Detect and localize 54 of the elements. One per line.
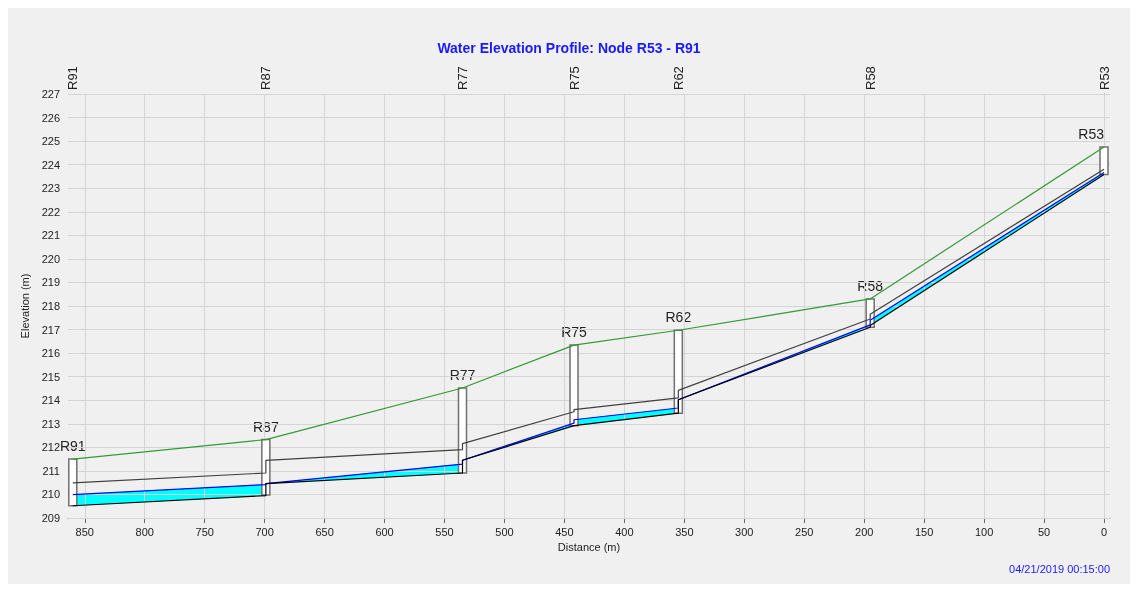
x-tick-label: 750 (195, 525, 214, 538)
x-tick-label: 250 (795, 525, 814, 538)
y-tick-label: 212 (41, 441, 60, 454)
x-tick-label: 800 (135, 525, 154, 538)
bar (1099, 146, 1109, 176)
y-tick-label: 226 (41, 111, 60, 124)
y-axis-title: Elevation (m) (19, 273, 32, 339)
x-tick-label: 600 (375, 525, 394, 538)
y-tick-label: 215 (41, 370, 60, 383)
y-tick-label: 225 (41, 135, 60, 148)
y-tick-label: 223 (41, 182, 60, 195)
x-tick-label: 700 (255, 525, 274, 538)
text: R77 (455, 66, 470, 90)
x-tick-label: 200 (855, 525, 874, 538)
x-axis-title: Distance (m) (557, 541, 621, 554)
x-tick-label: 650 (315, 525, 334, 538)
x-tick-label: 300 (735, 525, 754, 538)
x-tick-label: 150 (914, 525, 934, 538)
text: R62 (670, 66, 686, 90)
annotation: R91 (59, 438, 86, 455)
y-tick-label: 227 (41, 88, 60, 100)
y-tick-label: 209 (41, 512, 60, 524)
text: R53 (1096, 66, 1112, 90)
y-tick-label: 219 (41, 276, 60, 289)
y-tick-label: 211 (42, 464, 60, 477)
x-tick-label: 350 (675, 525, 694, 538)
text: R91 (65, 66, 81, 90)
annotation: R62 (665, 309, 692, 326)
y-tick-label: 216 (41, 347, 60, 360)
y-tick-label: 210 (41, 488, 60, 501)
chart-title: Water Elevation Profile: Node R53 - R91 (437, 40, 701, 56)
y-tick-label: 224 (41, 158, 60, 171)
x-tick-label: 450 (555, 525, 574, 538)
y-tick-label: 218 (41, 300, 60, 312)
x-tick-label: 550 (435, 525, 454, 538)
bar (68, 458, 78, 507)
x-tick-label: 100 (974, 525, 994, 538)
y-tick-label: 213 (41, 417, 60, 430)
x-tick-label: 50 (1037, 525, 1051, 538)
text: R75 (566, 66, 582, 90)
x-tick-label: 0 (1100, 525, 1108, 538)
y-tick-label: 214 (41, 394, 60, 407)
annotation: R53 (1078, 126, 1105, 142)
x-tick-label: 400 (615, 525, 634, 538)
text: R87 (258, 66, 274, 90)
x-tick-label: 500 (495, 525, 514, 538)
x-tick-label: 850 (75, 525, 94, 538)
text: 04/21/2019 00:15:00 (1009, 562, 1111, 575)
y-tick-label: 220 (41, 252, 60, 265)
y-tick-label: 217 (41, 323, 60, 336)
bar (569, 344, 579, 427)
text: R58 (862, 66, 878, 90)
y-tick-label: 222 (41, 205, 60, 218)
y-tick-label: 221 (41, 229, 60, 242)
